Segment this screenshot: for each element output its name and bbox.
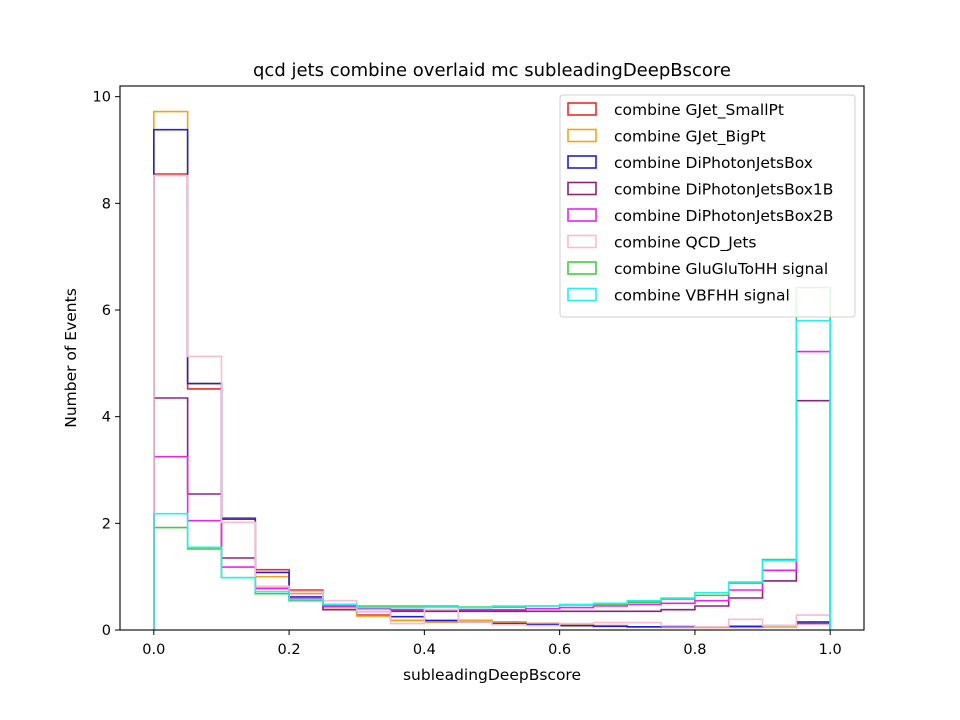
plot-frame (119, 85, 865, 631)
legend-swatch (567, 155, 597, 169)
legend-swatch (567, 181, 597, 196)
legend-box (559, 94, 856, 318)
y-tick-label: 0 (102, 623, 111, 639)
x-axis-title: subleadingDeepBscore (403, 666, 581, 684)
histogram-series-4 (153, 397, 831, 630)
legend-swatch (567, 287, 597, 302)
legend-label: combine VBFHH signal (614, 287, 790, 305)
chart-title: qcd jets combine overlaid mc subleadingD… (253, 60, 731, 81)
y-tick-label: 8 (102, 196, 111, 212)
legend-label: combine GluGluToHH signal (614, 260, 828, 278)
legend-label: combine DiPhotonJetsBox (614, 154, 813, 172)
y-tick-label: 6 (102, 303, 111, 319)
x-tick-label: 0.0 (142, 642, 165, 658)
y-tick-label: 4 (102, 410, 111, 426)
legend-label: combine QCD_Jets (614, 234, 757, 253)
legend-swatch (567, 261, 597, 275)
histogram-series-6 (153, 174, 831, 630)
histogram-series-8 (153, 319, 831, 630)
legend-label: combine GJet_SmallPt (614, 101, 784, 120)
legend-label: combine GJet_BigPt (614, 128, 766, 147)
x-tick-label: 0.8 (683, 642, 706, 658)
legend-swatch (567, 208, 597, 222)
x-tick-label: 0.6 (548, 642, 571, 658)
legend-label: combine DiPhotonJetsBox1B (614, 181, 833, 199)
y-tick-label: 2 (102, 516, 111, 532)
legend-swatch (567, 128, 597, 143)
legend-swatch (567, 234, 597, 249)
x-tick-label: 0.4 (413, 642, 436, 658)
y-tick-label: 10 (93, 90, 111, 106)
legend-swatch (567, 102, 597, 116)
x-tick-label: 1.0 (819, 642, 842, 658)
legend-label: combine DiPhotonJetsBox2B (614, 207, 833, 225)
y-axis-title: Number of Events (62, 288, 80, 428)
x-tick-label: 0.2 (278, 642, 301, 658)
